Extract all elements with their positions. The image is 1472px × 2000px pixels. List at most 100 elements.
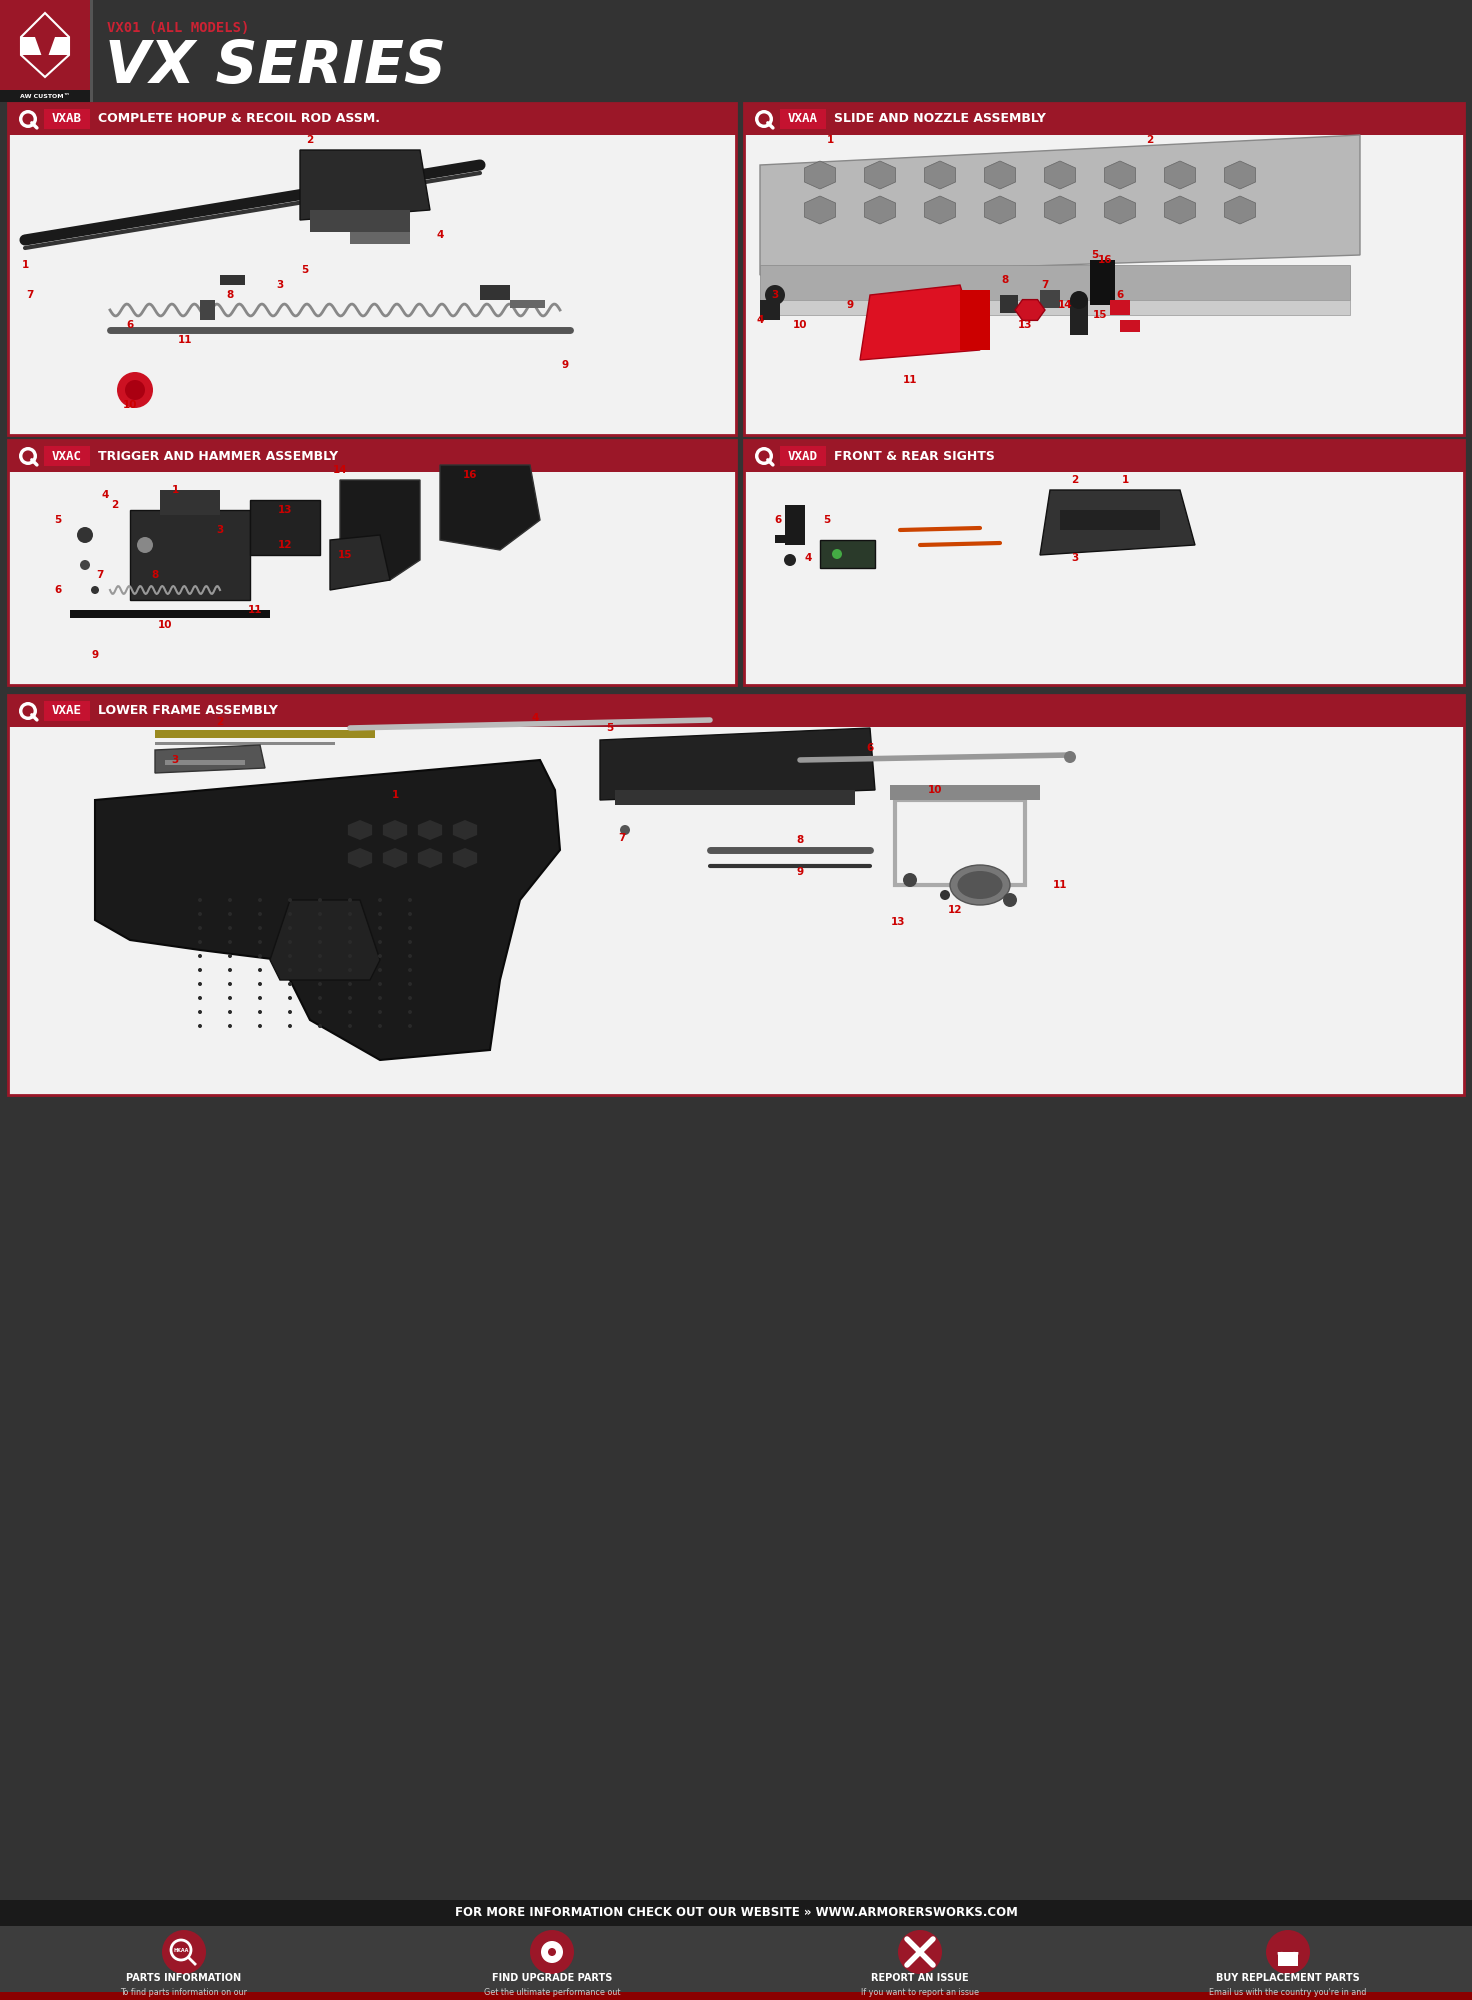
Bar [743, 102, 1465, 436]
Text: 9: 9 [561, 360, 568, 370]
Circle shape [228, 912, 233, 916]
Polygon shape [96, 760, 559, 1060]
Polygon shape [453, 848, 477, 868]
Circle shape [378, 968, 383, 972]
Bar [0, 1096, 1472, 1900]
Text: 13: 13 [891, 916, 905, 928]
Circle shape [137, 536, 153, 552]
Bar [1110, 300, 1130, 314]
Text: 5: 5 [54, 514, 62, 524]
Circle shape [378, 940, 383, 944]
Text: 11: 11 [247, 604, 262, 616]
Polygon shape [46, 36, 69, 54]
Polygon shape [330, 534, 390, 590]
Circle shape [542, 1940, 562, 1964]
Circle shape [1266, 1930, 1310, 1974]
Polygon shape [804, 162, 836, 190]
Text: REPORT AN ISSUE: REPORT AN ISSUE [871, 1972, 969, 1984]
Circle shape [548, 1964, 556, 1972]
Text: 10: 10 [122, 400, 137, 410]
Polygon shape [35, 36, 54, 64]
Text: 8: 8 [796, 836, 804, 844]
Circle shape [289, 996, 291, 1000]
Bar [1120, 320, 1139, 332]
Text: 1: 1 [826, 136, 833, 146]
Bar [0, 1992, 1472, 2000]
Circle shape [408, 926, 412, 930]
Circle shape [289, 954, 291, 958]
Polygon shape [1104, 196, 1135, 224]
Circle shape [530, 1930, 574, 1974]
Bar [760, 300, 1350, 314]
Circle shape [408, 1010, 412, 1014]
Circle shape [199, 898, 202, 902]
Circle shape [378, 982, 383, 986]
Polygon shape [924, 196, 955, 224]
Bar [780, 108, 826, 128]
Circle shape [347, 996, 352, 1000]
Circle shape [19, 702, 37, 720]
Bar [1060, 510, 1160, 530]
Circle shape [125, 380, 146, 400]
Polygon shape [1164, 196, 1195, 224]
Bar [160, 490, 219, 514]
Bar [7, 696, 1465, 1096]
Circle shape [347, 926, 352, 930]
Circle shape [318, 968, 322, 972]
Text: 7: 7 [96, 570, 103, 580]
Text: 15: 15 [1092, 310, 1107, 320]
Bar [130, 510, 250, 600]
Text: 16: 16 [1098, 254, 1113, 264]
Text: 6: 6 [127, 320, 134, 330]
Circle shape [228, 968, 233, 972]
Circle shape [318, 940, 322, 944]
Circle shape [228, 1010, 233, 1014]
Text: 8: 8 [1001, 274, 1008, 284]
Text: AW CUSTOM™: AW CUSTOM™ [21, 94, 71, 98]
Bar [90, 0, 93, 102]
Polygon shape [924, 162, 955, 190]
Text: 6: 6 [54, 584, 62, 596]
Bar [250, 500, 319, 554]
Text: COMPLETE HOPUP & RECOIL ROD ASSM.: COMPLETE HOPUP & RECOIL ROD ASSM. [99, 112, 380, 126]
Text: 7: 7 [26, 290, 34, 300]
Polygon shape [1225, 196, 1256, 224]
Text: VX01 (ALL MODELS): VX01 (ALL MODELS) [107, 20, 249, 34]
Text: 4: 4 [804, 552, 811, 564]
Bar [10, 472, 735, 684]
Circle shape [408, 940, 412, 944]
Circle shape [199, 954, 202, 958]
Bar [0, 1900, 1472, 2000]
Text: Email us with the country you're in and
the parts you want and we'll connect
you: Email us with the country you're in and … [1210, 1988, 1366, 2000]
Text: 3: 3 [171, 754, 178, 764]
Text: 5: 5 [823, 514, 830, 524]
Text: VX SERIES: VX SERIES [105, 38, 446, 96]
Text: 10: 10 [927, 784, 942, 794]
Text: 4: 4 [102, 490, 109, 500]
Polygon shape [1225, 162, 1256, 190]
Circle shape [898, 1930, 942, 1974]
Bar [785, 504, 805, 544]
Text: FIND UPGRADE PARTS: FIND UPGRADE PARTS [492, 1972, 612, 1984]
Circle shape [1002, 892, 1017, 908]
Text: 12: 12 [278, 540, 293, 550]
Ellipse shape [957, 872, 1002, 900]
Circle shape [162, 1930, 206, 1974]
Bar [999, 294, 1019, 312]
Polygon shape [860, 284, 980, 360]
Circle shape [91, 586, 99, 594]
Circle shape [289, 926, 291, 930]
Polygon shape [347, 848, 372, 868]
Circle shape [347, 982, 352, 986]
Text: 3: 3 [216, 524, 224, 534]
Polygon shape [1041, 490, 1195, 554]
Circle shape [318, 926, 322, 930]
Circle shape [289, 940, 291, 944]
Text: VXAB: VXAB [52, 112, 82, 126]
Circle shape [347, 898, 352, 902]
Bar [743, 102, 1465, 136]
Text: 10: 10 [793, 320, 807, 330]
Text: 13: 13 [1017, 320, 1032, 330]
Circle shape [531, 1948, 539, 1956]
Text: 3: 3 [771, 290, 779, 300]
